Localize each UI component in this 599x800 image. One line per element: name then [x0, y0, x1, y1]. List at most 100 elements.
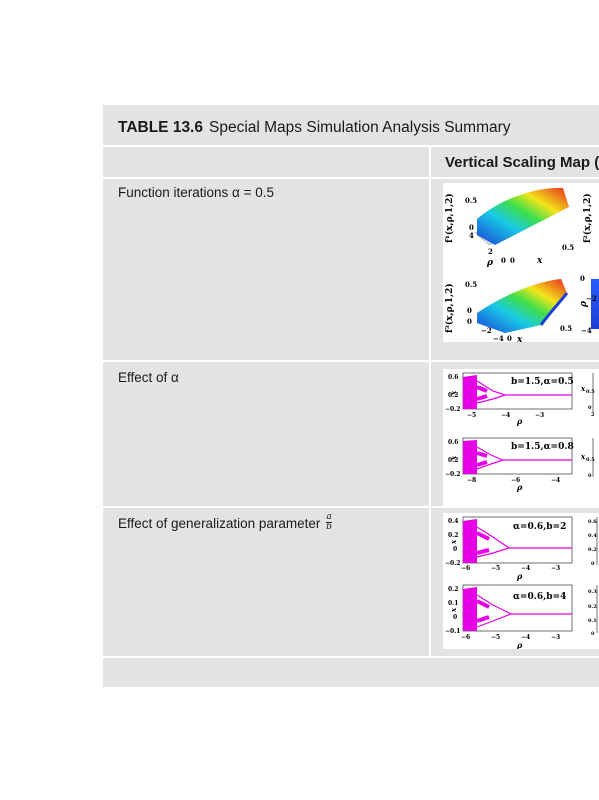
generalization-label-text: Effect of generalization parameter: [118, 516, 321, 532]
fraction-numerator: a: [326, 512, 332, 522]
gen-plot-1-xtick: −5: [491, 565, 500, 572]
p3-tick: −2: [481, 326, 492, 335]
alpha-plot-1-ylabel: x: [449, 390, 458, 396]
gen-plot-2-xlabel: ρ: [516, 640, 523, 649]
gen-plot-2-chaos-band: [463, 587, 477, 631]
gen-plot-1-chaos-band: [463, 519, 477, 563]
gen-plot-1-dense: [476, 531, 490, 555]
alpha-side-tick: 0: [588, 473, 592, 479]
gen-plot-1-xlabel: ρ: [516, 571, 523, 581]
alpha-plot-1-ytick: 0.2: [448, 392, 458, 399]
gen-plot-2-xtick: −5: [491, 634, 500, 641]
p4-axis-rho: ρ: [579, 300, 589, 308]
alpha-plot-2-xtick: −6: [511, 477, 520, 484]
table-caption: TABLE 13.6 Special Maps Simulation Analys…: [118, 119, 511, 137]
p3-tick: 0: [467, 306, 472, 315]
gen-plot-1-branches: [476, 526, 572, 558]
gen-plot-2-ytick: 0: [453, 614, 457, 621]
alpha-plot-2-xtick: −8: [467, 477, 476, 484]
generalization-svg: α=0.6,b=2 0.4 0.2 0 −0.2 −6 −5 −4 −3 ρ x…: [445, 516, 598, 649]
gen-side-tick: 0.4: [588, 533, 597, 539]
divider: [103, 656, 599, 658]
generalization-figure: α=0.6,b=2 0.4 0.2 0 −0.2 −6 −5 −4 −3 ρ x…: [443, 513, 599, 649]
p3-surface: [477, 279, 567, 333]
function-iterations-svg: f¹(x,ρ,1,2) 0.5 0 4 2 0 0 0.5 ρ x f²(x,ρ…: [444, 187, 599, 342]
alpha-plot-1: b=1.5,α=0.5 0.6 0.2 −0.2 −5 −4 −3 ρ x: [445, 372, 574, 426]
gen-plot-2-xtick: −3: [551, 634, 560, 641]
divider: [103, 145, 599, 147]
gen-plot-2: α=0.6,b=4 0.2 0.1 0 −0.1 −6 −5 −4 −3 ρ x: [445, 584, 573, 649]
p3-tick: 0.5: [465, 280, 477, 289]
p1-tick: 0.5: [562, 243, 574, 252]
gen-side-tick: 0.1: [588, 618, 597, 624]
p3-tick: −4: [493, 334, 504, 342]
gen-side-tick: 0: [591, 561, 595, 567]
row-label-function-iterations: Function iterations α = 0.5: [118, 185, 275, 200]
alpha-plot-1-annotation: b=1.5,α=0.5: [511, 377, 574, 387]
p1-axis-x: x: [536, 256, 543, 266]
alpha-side-tick: 0.5: [586, 457, 595, 463]
alpha-plot-1-xtick: −4: [501, 412, 510, 419]
alpha-plot-2-annotation: b=1.5,α=0.8: [511, 442, 574, 452]
gen-plot-2-xtick: −6: [461, 634, 470, 641]
p3-axis-x: x: [516, 335, 523, 342]
divider: [103, 177, 599, 179]
p1-tick: 2: [488, 247, 493, 256]
alpha-side-tick: 0.5: [586, 389, 595, 395]
alpha-plot-2-dense: [476, 451, 488, 467]
fraction-denominator: b: [326, 522, 332, 532]
alpha-plot-2-xlabel: ρ: [516, 482, 523, 492]
alpha-plot-2: b=1.5,α=0.8 0.6 0.2 −0.2 −8 −6 −4 ρ x: [445, 437, 574, 492]
alpha-side-ylabel: x: [580, 384, 586, 393]
alpha-plot-1-xtick: −5: [467, 412, 476, 419]
gen-side-plots: 0.6 0.4 0.2 0 0.3 0.2 0.1 0: [588, 517, 598, 637]
alpha-plot-2-xtick: −4: [551, 477, 560, 484]
gen-plot-2-ytick: 0.1: [448, 600, 458, 607]
gen-side-tick: 0.2: [588, 547, 597, 553]
p1-tick: 0: [501, 256, 506, 265]
alpha-plot-1-ytick: 0.6: [448, 374, 458, 381]
alpha-plot-1-dense: [476, 385, 488, 401]
row-label-effect-of-alpha: Effect of α: [118, 370, 179, 385]
p4-tick: −2: [586, 294, 597, 303]
column-divider: [429, 145, 431, 657]
gen-plot-1-annotation: α=0.6,b=2: [513, 522, 566, 532]
gen-plot-2-ytick: 0.2: [448, 586, 458, 593]
gen-plot-2-ytick: −0.1: [445, 628, 460, 635]
p3-surface-edge: [539, 292, 569, 326]
gen-plot-1-ytick: −0.2: [445, 560, 460, 567]
p3-tick: 0: [507, 334, 512, 342]
alpha-plot-1-chaos-band: [463, 375, 477, 409]
p1-tick: 0.5: [465, 196, 477, 205]
gen-side-tick: 0.2: [588, 604, 597, 610]
gen-plot-1-ytick: 0.2: [448, 532, 458, 539]
alpha-side-tick: 0: [588, 405, 592, 411]
alpha-side-ylabel: x: [580, 452, 586, 461]
gen-plot-1-xtick: −6: [461, 565, 470, 572]
divider: [103, 506, 599, 508]
p3-ylabel: f³(x,ρ,1,2): [444, 283, 455, 333]
column-header: Vertical Scaling Map (α: [445, 154, 599, 171]
alpha-plot-2-chaos-band: [463, 440, 477, 474]
divider: [103, 360, 599, 362]
effect-alpha-figure: b=1.5,α=0.5 0.6 0.2 −0.2 −5 −4 −3 ρ x b=…: [443, 369, 599, 506]
table-title: Special Maps Simulation Analysis Summary: [209, 119, 511, 136]
table-number: TABLE 13.6: [118, 119, 203, 136]
gen-plot-1-xtick: −4: [521, 565, 530, 572]
effect-alpha-svg: b=1.5,α=0.5 0.6 0.2 −0.2 −5 −4 −3 ρ x b=…: [445, 372, 595, 492]
alpha-plot-2-ytick: 0.2: [448, 457, 458, 464]
gen-plot-2-xtick: −4: [521, 634, 530, 641]
gen-plot-1-ytick: 0.4: [448, 518, 458, 525]
alpha-plot-2-branches: [476, 446, 572, 470]
alpha-plot-1-xtick: −3: [535, 412, 544, 419]
p3-tick: 0.5: [560, 324, 572, 333]
gen-plot-1-xtick: −3: [551, 565, 560, 572]
gen-plot-1: α=0.6,b=2 0.4 0.2 0 −0.2 −6 −5 −4 −3 ρ x: [445, 516, 573, 581]
alpha-plot-2-ytick: 0.6: [448, 439, 458, 446]
gen-plot-2-ylabel: x: [449, 607, 458, 613]
gen-side-tick: 0: [591, 631, 595, 637]
p1-tick: 0: [469, 223, 474, 232]
alpha-side-plots: x 0.5 0 2 x 0.5 0: [580, 373, 595, 479]
